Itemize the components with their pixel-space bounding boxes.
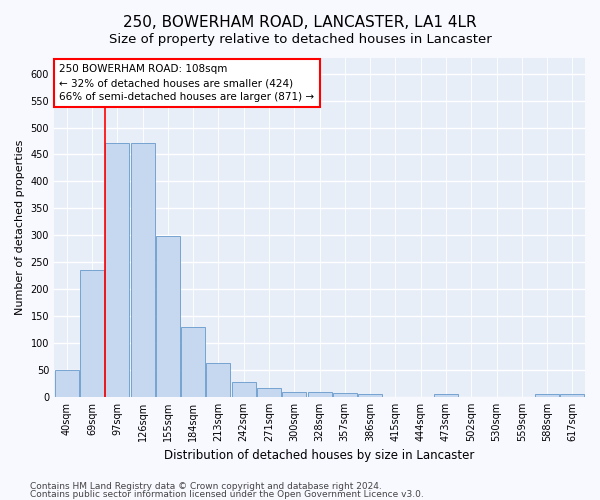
Bar [80, 270, 104, 397]
Bar [232, 382, 256, 397]
Bar [257, 388, 281, 397]
Bar [105, 142, 129, 397]
Text: 250 BOWERHAM ROAD: 108sqm
← 32% of detached houses are smaller (424)
66% of semi: 250 BOWERHAM ROAD: 108sqm ← 32% of detac… [59, 64, 314, 102]
Bar [181, 327, 205, 397]
Bar [282, 392, 306, 397]
Bar [206, 363, 230, 397]
Y-axis label: Number of detached properties: Number of detached properties [15, 140, 25, 315]
X-axis label: Distribution of detached houses by size in Lancaster: Distribution of detached houses by size … [164, 450, 475, 462]
Bar [560, 394, 584, 397]
Text: 250, BOWERHAM ROAD, LANCASTER, LA1 4LR: 250, BOWERHAM ROAD, LANCASTER, LA1 4LR [123, 15, 477, 30]
Bar [308, 392, 332, 397]
Bar [358, 394, 382, 397]
Text: Size of property relative to detached houses in Lancaster: Size of property relative to detached ho… [109, 32, 491, 46]
Bar [333, 392, 357, 397]
Text: Contains HM Land Registry data © Crown copyright and database right 2024.: Contains HM Land Registry data © Crown c… [30, 482, 382, 491]
Bar [434, 394, 458, 397]
Bar [535, 394, 559, 397]
Text: Contains public sector information licensed under the Open Government Licence v3: Contains public sector information licen… [30, 490, 424, 499]
Bar [55, 370, 79, 397]
Bar [156, 236, 180, 397]
Bar [131, 142, 155, 397]
